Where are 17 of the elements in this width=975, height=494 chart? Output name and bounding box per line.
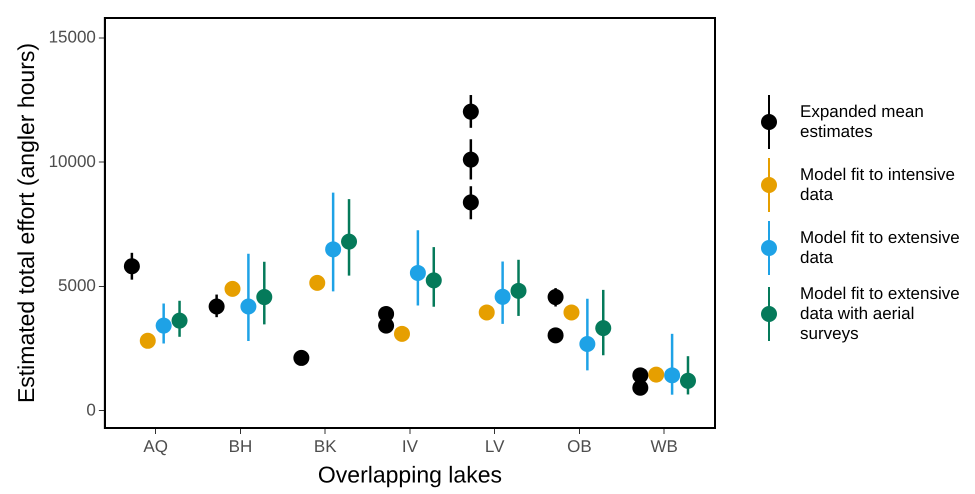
x-tick-label: LV <box>484 436 506 456</box>
y-axis-title: Estimated total effort (angler hours) <box>13 42 40 404</box>
x-axis-title: Overlapping lakes <box>318 462 502 488</box>
legend-label: Model fit to extensive data with aerial surveys <box>800 284 960 344</box>
y-tick-label: 0 <box>86 400 96 420</box>
x-tick-label: AQ <box>143 436 168 456</box>
x-tick-label: OB <box>567 436 592 456</box>
x-tick-label: IV <box>402 436 419 456</box>
x-tick-label: BH <box>228 436 252 456</box>
legend-label: Model fit to extensive data <box>800 228 960 268</box>
x-tick-label: WB <box>650 436 678 456</box>
y-tick-label: 10000 <box>48 152 96 171</box>
legend-label: Expanded mean estimates <box>800 102 925 142</box>
legend-label: Model fit to intensive data <box>800 165 956 205</box>
y-tick-label: 5000 <box>58 276 96 296</box>
x-tick-label: BK <box>314 436 338 456</box>
y-tick-label: 15000 <box>48 28 96 47</box>
